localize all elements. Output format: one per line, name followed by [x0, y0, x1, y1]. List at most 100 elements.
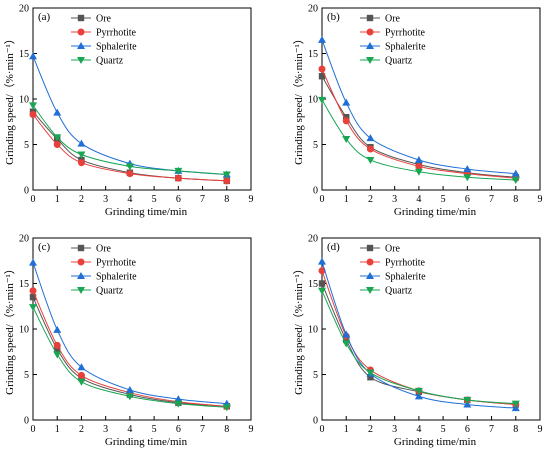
series-quartz — [318, 96, 520, 184]
series-sphalerite — [318, 35, 520, 177]
plot-frame — [321, 237, 541, 421]
y-tick-label: 10 — [19, 325, 29, 336]
data-point — [318, 257, 326, 265]
data-point — [53, 325, 62, 333]
data-point — [463, 165, 472, 173]
legend-entry: Ore — [96, 244, 112, 255]
x-tick-label: 1 — [344, 194, 349, 205]
data-point — [342, 117, 350, 125]
x-tick-label: 6 — [176, 424, 181, 435]
x-tick-label: 8 — [224, 194, 229, 205]
y-tick-label: 15 — [19, 49, 29, 60]
y-tick-label: 10 — [19, 95, 29, 106]
chart-panel: 0 1 2 3 4 5 6 7 8 9 0 5 10 15 20 Grinding time/min Grind… — [3, 234, 254, 449]
x-tick-label: 3 — [392, 194, 397, 205]
data-point — [174, 400, 183, 408]
data-point — [511, 169, 520, 177]
x-tick-label: 5 — [152, 424, 157, 435]
x-axis-label: Grinding time/min — [105, 206, 188, 218]
data-point — [414, 168, 423, 176]
y-tick-label: 5 — [313, 370, 318, 381]
data-point — [342, 330, 351, 338]
data-point — [511, 400, 520, 408]
x-tick-label: 5 — [441, 194, 446, 205]
legend-entry: Sphalerite — [385, 272, 426, 283]
legend-entry: Quartz — [385, 56, 413, 67]
data-point — [318, 73, 326, 80]
x-tick-label: 7 — [200, 424, 205, 435]
legend-entry: Pyrrhotite — [385, 258, 426, 269]
y-tick-label: 0 — [24, 416, 29, 427]
data-point — [53, 141, 61, 148]
x-tick-label: 1 — [55, 194, 60, 205]
panel-label: (c) — [38, 241, 51, 253]
data-point — [53, 351, 62, 359]
x-tick-label: 4 — [127, 424, 132, 435]
data-point — [511, 404, 520, 412]
y-axis-label: Grinding speed/（%·min⁻¹） — [292, 33, 305, 165]
data-point — [53, 341, 61, 349]
y-tick-label: 5 — [24, 370, 29, 381]
legend-entry: Ore — [385, 14, 401, 25]
legend-entry: Sphalerite — [96, 272, 137, 283]
data-point — [29, 287, 37, 295]
data-point — [415, 162, 423, 170]
legend-marker — [366, 14, 374, 22]
data-point — [367, 374, 374, 381]
data-point — [125, 393, 134, 401]
y-tick-label: 15 — [308, 279, 318, 290]
x-tick-label: 8 — [513, 194, 518, 205]
series-line — [321, 75, 516, 178]
data-point — [77, 378, 86, 386]
data-point — [77, 159, 85, 167]
legend-marker — [366, 287, 374, 294]
series-sphalerite — [29, 258, 231, 407]
series-line — [321, 270, 516, 406]
data-point — [222, 404, 231, 412]
x-tick-label: 9 — [538, 424, 543, 435]
data-point — [125, 385, 134, 393]
data-point — [366, 134, 375, 142]
x-tick-label: 8 — [513, 424, 518, 435]
legend-marker — [77, 57, 85, 64]
data-point — [366, 145, 374, 153]
legend-marker — [366, 244, 374, 252]
x-tick-label: 9 — [249, 194, 254, 205]
legend-marker — [366, 57, 374, 64]
legend-marker — [77, 14, 85, 22]
legend-marker — [77, 244, 85, 252]
data-point — [511, 176, 520, 184]
legend: Ore Pyrrhotite Sphalerite Quartz — [360, 14, 426, 67]
y-tick-label: 15 — [19, 279, 29, 290]
y-tick-label: 0 — [24, 186, 29, 197]
data-point — [29, 304, 37, 312]
y-tick-label: 20 — [19, 234, 29, 245]
series-line — [321, 68, 516, 179]
series-line — [32, 290, 227, 407]
panel-label: (d) — [327, 241, 340, 253]
x-tick-label: 7 — [489, 194, 494, 205]
series-line — [32, 262, 227, 405]
x-tick-label: 0 — [31, 194, 36, 205]
legend-marker — [366, 258, 374, 266]
x-tick-label: 4 — [127, 194, 132, 205]
x-tick-label: 1 — [344, 424, 349, 435]
panel-label: (b) — [327, 11, 340, 23]
y-tick-label: 5 — [24, 140, 29, 151]
data-point — [54, 345, 61, 353]
data-point — [342, 340, 351, 348]
legend: Ore Pyrrhotite Sphalerite Quartz — [71, 244, 137, 297]
series-pyrrhotite — [29, 110, 231, 185]
data-point — [29, 293, 37, 301]
y-tick-label: 20 — [308, 4, 318, 15]
legend-entry: Pyrrhotite — [96, 258, 137, 269]
data-point — [366, 156, 375, 164]
panel-label: (a) — [38, 11, 51, 23]
data-point — [318, 280, 326, 287]
x-axis-label: Grinding time/min — [394, 206, 477, 218]
data-point — [77, 371, 85, 379]
x-tick-label: 2 — [368, 424, 373, 435]
data-point — [343, 114, 350, 121]
x-tick-label: 7 — [200, 194, 205, 205]
x-tick-label: 2 — [368, 194, 373, 205]
